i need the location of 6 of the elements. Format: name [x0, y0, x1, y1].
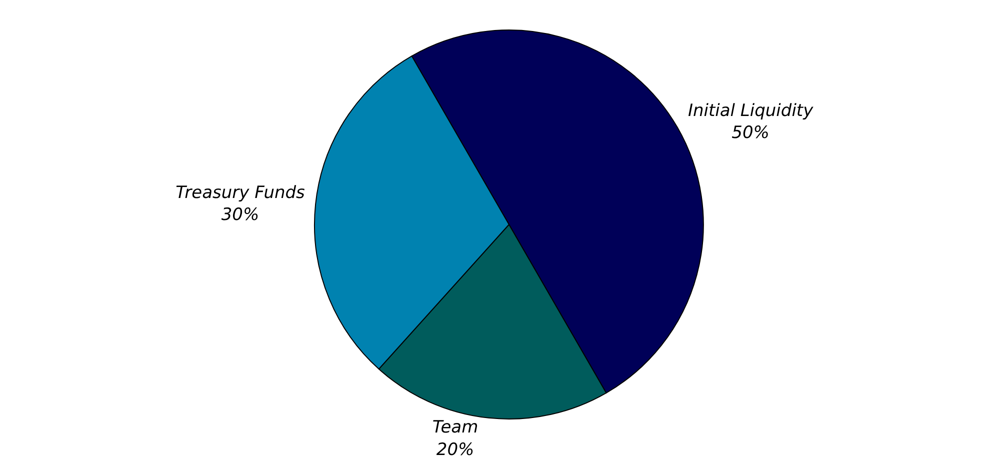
slice-label: Treasury Funds — [176, 182, 306, 203]
slice-label: Initial Liquidity — [688, 100, 814, 121]
data-label: 50% — [732, 123, 770, 144]
slice-label: Team — [432, 418, 478, 438]
data-label: 20% — [436, 440, 474, 460]
data-label: 30% — [221, 204, 260, 225]
